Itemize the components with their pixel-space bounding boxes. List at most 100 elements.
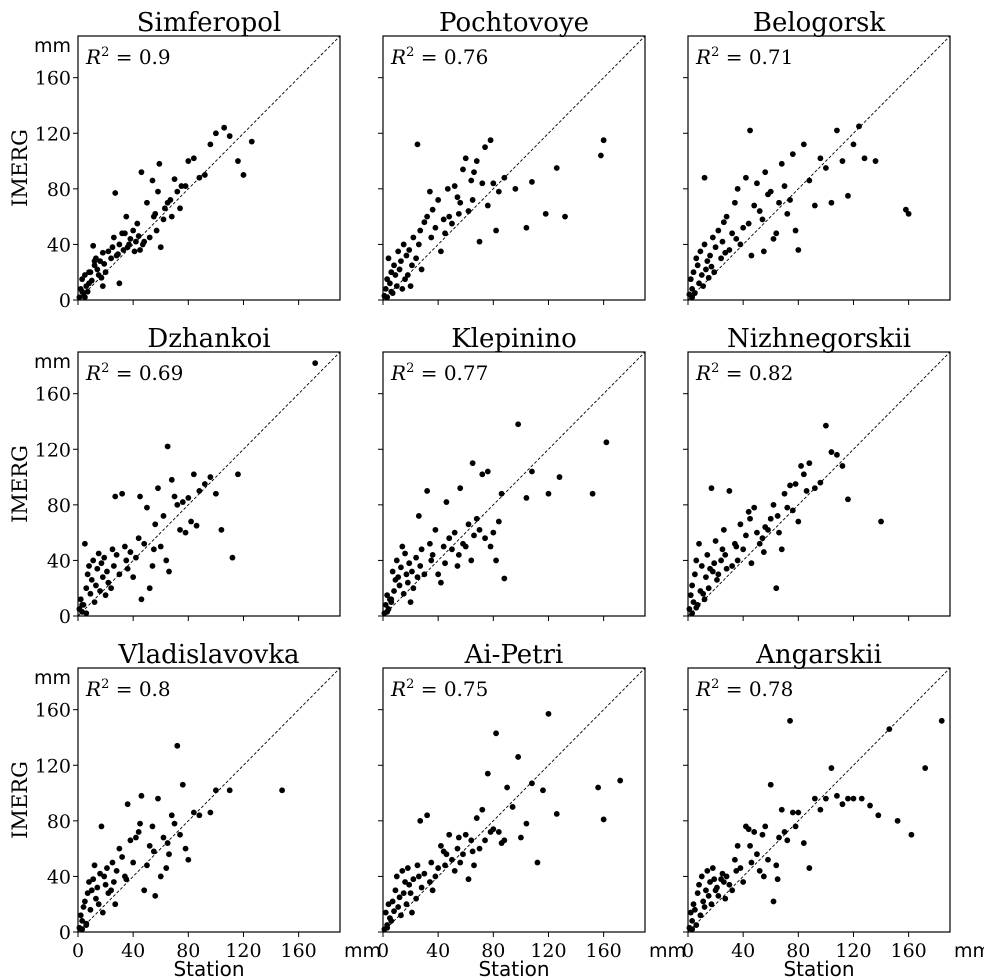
- data-point: [718, 557, 724, 564]
- data-point: [482, 837, 488, 844]
- one-to-one-line: [382, 351, 646, 617]
- data-point: [399, 867, 406, 874]
- data-point: [388, 269, 395, 276]
- panel-ai-petri: Ai-Petri R2 = 0.75 0 40 80 120 160 mm Station: [377, 640, 686, 980]
- r2-label: R2 = 0.75: [390, 677, 488, 701]
- data-point: [407, 890, 414, 896]
- y-tick-label: 40: [47, 550, 71, 572]
- data-point: [207, 141, 214, 148]
- data-point: [182, 529, 189, 536]
- data-point: [722, 895, 729, 902]
- data-point: [822, 165, 829, 171]
- data-point: [91, 258, 98, 264]
- data-point: [690, 599, 697, 606]
- data-point: [164, 840, 171, 846]
- data-point: [776, 199, 782, 206]
- y-tick-label: 0: [59, 922, 71, 944]
- one-to-one-line: [382, 35, 646, 301]
- data-point: [415, 241, 422, 248]
- data-point: [711, 876, 718, 883]
- data-point: [697, 912, 704, 919]
- data-point: [196, 812, 203, 819]
- panel-vladislavovka: Vladislavovka R2 = 0.8 0 40 80 120 160 0 40 80 120…: [8, 640, 381, 980]
- data-point: [748, 252, 755, 259]
- data-point: [760, 549, 767, 555]
- data-point: [834, 451, 840, 458]
- x-tick-label: 0: [377, 940, 389, 962]
- panel-title: Belogorsk: [753, 8, 886, 38]
- data-point: [101, 554, 108, 561]
- data-point: [540, 787, 546, 794]
- data-point: [104, 568, 110, 575]
- data-point: [90, 557, 97, 564]
- data-point: [382, 285, 389, 292]
- data-point: [87, 906, 94, 913]
- data-point: [751, 202, 758, 209]
- y-unit-label: mm: [34, 35, 71, 57]
- data-point: [99, 249, 106, 256]
- x-tick-label: 120: [225, 940, 261, 962]
- data-point: [161, 205, 168, 212]
- data-point: [740, 546, 747, 553]
- x-tick-label: 40: [121, 940, 145, 962]
- data-point: [429, 887, 436, 894]
- data-point: [828, 765, 835, 771]
- data-point: [138, 792, 145, 799]
- data-point: [487, 543, 494, 550]
- data-point: [137, 247, 143, 253]
- data-point: [469, 197, 476, 203]
- data-point: [822, 422, 829, 429]
- data-point: [482, 535, 488, 542]
- data-point: [130, 227, 137, 234]
- data-point: [693, 255, 700, 262]
- data-point: [708, 263, 715, 270]
- data-point: [418, 546, 425, 553]
- data-point: [166, 851, 172, 858]
- panel-pochtovoye: Pochtovoye R2 = 0.76: [378, 8, 646, 305]
- x-tick-label: 0: [682, 940, 694, 962]
- data-point: [718, 255, 724, 262]
- data-point: [109, 546, 116, 553]
- data-point: [726, 881, 733, 888]
- data-point: [141, 887, 148, 894]
- data-point: [137, 493, 143, 500]
- data-point: [77, 912, 84, 919]
- data-point: [689, 926, 696, 933]
- data-point: [603, 439, 610, 446]
- data-point: [811, 485, 818, 492]
- data-point: [729, 887, 736, 894]
- data-point: [792, 227, 799, 234]
- data-point: [697, 248, 704, 255]
- data-point: [484, 468, 491, 475]
- data-point: [424, 812, 431, 819]
- data-point: [84, 288, 91, 295]
- data-point: [168, 812, 175, 819]
- data-point: [875, 812, 882, 819]
- data-point: [773, 862, 780, 869]
- data-point: [701, 174, 708, 181]
- data-point: [523, 820, 530, 827]
- data-point: [529, 780, 535, 787]
- data-point: [88, 277, 95, 284]
- data-point: [454, 845, 461, 852]
- data-point: [98, 823, 105, 830]
- data-point: [476, 845, 483, 852]
- data-point: [109, 859, 116, 866]
- data-point: [696, 881, 702, 888]
- data-point: [715, 227, 722, 234]
- data-point: [469, 848, 476, 855]
- data-point: [938, 717, 945, 724]
- data-point: [177, 831, 183, 838]
- data-point: [700, 283, 707, 290]
- panel-simferopol: Simferopol R2 = 0.9 0 40 80 120 160 mm IMERG: [8, 8, 341, 312]
- data-point: [787, 197, 793, 203]
- data-point: [800, 840, 807, 846]
- data-point: [79, 926, 86, 933]
- data-point: [393, 873, 400, 880]
- data-point: [160, 216, 167, 223]
- plot-frame: [382, 667, 646, 933]
- data-point: [708, 901, 715, 908]
- data-point: [444, 185, 451, 192]
- data-point: [130, 574, 137, 580]
- data-point: [177, 205, 183, 212]
